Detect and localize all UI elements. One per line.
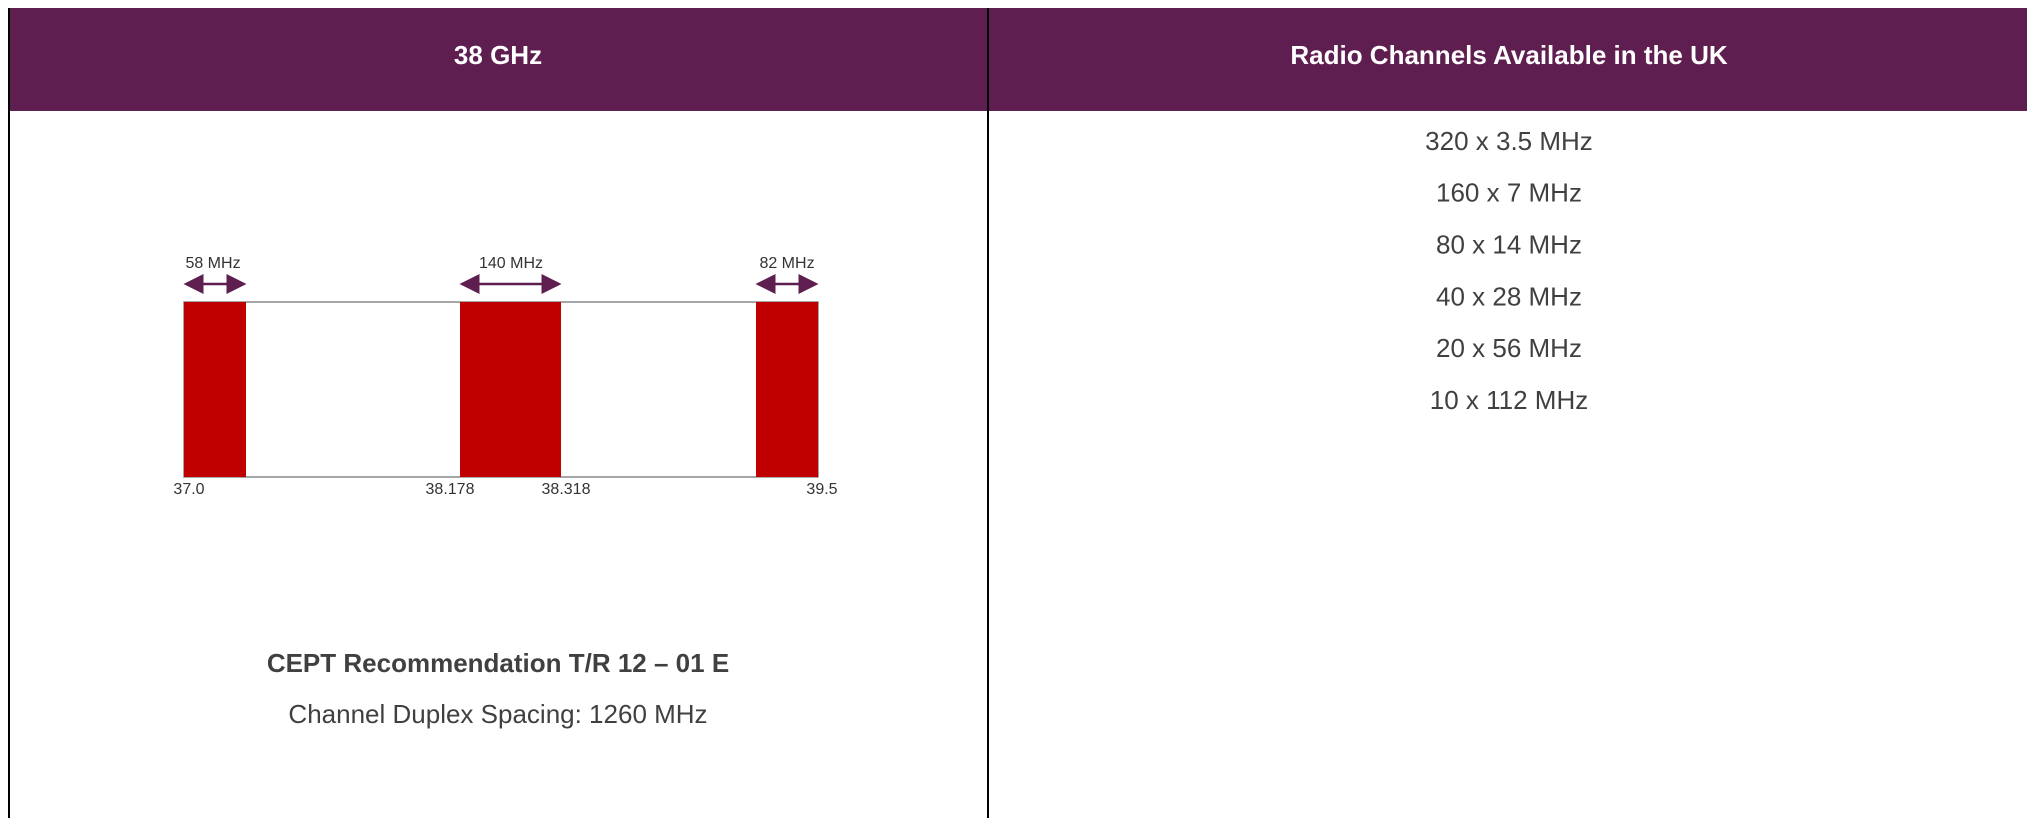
frequency-label: 38.178 <box>426 481 475 498</box>
width-label: 82 MHz <box>759 255 814 272</box>
frequency-label: 38.318 <box>542 481 591 498</box>
band-block <box>460 302 561 477</box>
duplex-spacing: Channel Duplex Spacing: 1260 MHz <box>288 699 707 729</box>
frequency-label: 39.5 <box>806 481 837 498</box>
band-diagram: 58 MHz 140 MHz 82 MHz 37.0 38.178 38.318… <box>173 255 837 498</box>
recommendation: CEPT Recommendation T/R 12 – 01 E <box>267 648 729 678</box>
width-label: 58 MHz <box>185 255 240 272</box>
channel-list: 320 x 3.5 MHz 160 x 7 MHz 80 x 14 MHz 40 x … <box>1425 126 1593 415</box>
channel-item: 40 x 28 MHz <box>1436 281 1582 311</box>
header-cell: 38 GHz <box>454 40 542 70</box>
band-block <box>756 302 818 477</box>
width-label: 140 MHz <box>479 255 543 272</box>
channel-item: 80 x 14 MHz <box>1436 229 1582 259</box>
header-cell: Radio Channels Available in the UK <box>1290 40 1727 70</box>
channel-item: 10 x 112 MHz <box>1430 385 1588 415</box>
frequency-label: 37.0 <box>173 481 204 498</box>
channel-item: 20 x 56 MHz <box>1436 333 1582 363</box>
channel-item: 320 x 3.5 MHz <box>1425 126 1593 156</box>
band-block <box>184 302 246 477</box>
header-bar <box>9 8 2027 111</box>
channel-item: 160 x 7 MHz <box>1436 178 1582 208</box>
